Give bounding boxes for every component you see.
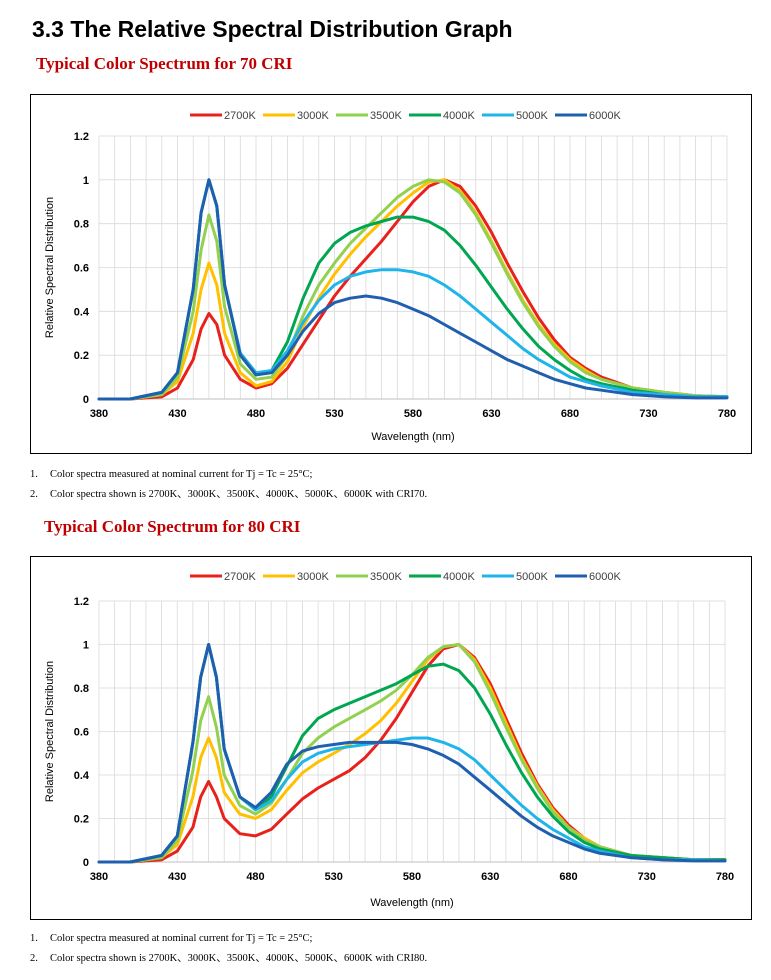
y-tick-label: 0 bbox=[83, 394, 89, 406]
x-tick-label: 580 bbox=[403, 871, 421, 883]
legend-label: 5000K bbox=[516, 110, 548, 122]
legend-label: 3500K bbox=[370, 110, 402, 122]
note-number: 2. bbox=[30, 489, 38, 500]
legend-label: 3500K bbox=[370, 571, 402, 583]
chart-svg: 380 430 480 530 580 630 680 730 780 0 0.2 0.4 0.6 0.8… bbox=[44, 571, 734, 909]
x-tick-label: 730 bbox=[638, 871, 656, 883]
y-tick-label: 1 bbox=[83, 640, 89, 652]
series-line-2700K bbox=[97, 178, 729, 401]
x-axis-title: Wavelength (nm) bbox=[371, 431, 454, 443]
y-tick-label: 0.2 bbox=[74, 350, 89, 362]
x-tick-label: 780 bbox=[718, 408, 736, 420]
section-title: 3.3 The Relative Spectral Distribution G… bbox=[32, 16, 513, 42]
series-line-3500K bbox=[97, 178, 729, 401]
x-tick-label: 680 bbox=[561, 408, 579, 420]
x-tick-label: 380 bbox=[90, 871, 108, 883]
legend-label: 2700K bbox=[224, 110, 256, 122]
note-80-2: 2. Color spectra shown is 2700K、3000K、350… bbox=[30, 950, 427, 965]
chart-70-subtitle: Typical Color Spectrum for 70 CRI bbox=[36, 54, 293, 73]
spectrum-chart-cri80: 380 430 480 530 580 630 680 730 780 0 0.2 0.4 0.6 0.8… bbox=[30, 556, 752, 920]
legend-label: 3000K bbox=[297, 571, 329, 583]
series-line-6000K bbox=[97, 643, 727, 864]
chart-80-subtitle: Typical Color Spectrum for 80 CRI bbox=[44, 517, 301, 536]
y-tick-label: 1 bbox=[83, 175, 89, 187]
legend-label: 5000K bbox=[516, 571, 548, 583]
y-tick-label: 0.6 bbox=[74, 263, 89, 275]
y-tick-label: 0.2 bbox=[74, 814, 89, 826]
x-tick-label: 480 bbox=[247, 408, 265, 420]
note-70-2: 2. Color spectra shown is 2700K、3000K、350… bbox=[30, 486, 427, 501]
y-tick-label: 0.8 bbox=[74, 219, 89, 231]
x-tick-label: 430 bbox=[168, 408, 186, 420]
series-line-6000K bbox=[97, 178, 729, 401]
y-tick-label: 0.6 bbox=[74, 727, 89, 739]
x-axis-title: Wavelength (nm) bbox=[370, 897, 453, 909]
note-70-1: 1. Color spectra measured at nominal curr… bbox=[30, 469, 312, 480]
legend-label: 2700K bbox=[224, 571, 256, 583]
x-tick-label: 630 bbox=[482, 408, 500, 420]
y-tick-label: 1.2 bbox=[74, 131, 89, 143]
x-tick-label: 630 bbox=[481, 871, 499, 883]
legend-label: 3000K bbox=[297, 110, 329, 122]
note-number: 1. bbox=[30, 933, 38, 944]
x-tick-label: 580 bbox=[404, 408, 422, 420]
x-tick-label: 780 bbox=[716, 871, 734, 883]
y-tick-label: 0 bbox=[83, 857, 89, 869]
grid bbox=[98, 135, 728, 400]
note-number: 1. bbox=[30, 469, 38, 480]
chart-svg: 380 430 480 530 580 630 680 730 780 0 0.2 0.4 0.6 0.8… bbox=[44, 110, 736, 443]
y-axis-title: Relative Spectral Distribution bbox=[44, 197, 56, 338]
note-text: Color spectra measured at nominal curren… bbox=[50, 469, 313, 480]
x-tick-label: 380 bbox=[90, 408, 108, 420]
y-tick-label: 0.8 bbox=[74, 683, 89, 695]
note-text: Color spectra measured at nominal curren… bbox=[50, 933, 313, 944]
x-tick-label: 530 bbox=[325, 408, 343, 420]
y-tick-label: 0.4 bbox=[74, 770, 90, 782]
x-tick-label: 680 bbox=[559, 871, 577, 883]
y-axis-title: Relative Spectral Distribution bbox=[44, 661, 56, 802]
note-80-1: 1. Color spectra measured at nominal curr… bbox=[30, 933, 312, 944]
legend: 2700K 3000K 3500K 4000K 5000K 6000K bbox=[190, 110, 621, 122]
legend-label: 6000K bbox=[589, 571, 621, 583]
legend-label: 4000K bbox=[443, 571, 475, 583]
series-line-3500K bbox=[97, 643, 727, 864]
note-number: 2. bbox=[30, 953, 38, 964]
y-tick-label: 1.2 bbox=[74, 596, 89, 608]
x-tick-label: 530 bbox=[325, 871, 343, 883]
note-text: Color spectra shown is 2700K、3000K、3500K… bbox=[50, 953, 428, 964]
note-text: Color spectra shown is 2700K、3000K、3500K… bbox=[50, 489, 428, 500]
x-tick-label: 730 bbox=[639, 408, 657, 420]
legend: 2700K 3000K 3500K 4000K 5000K 6000K bbox=[190, 571, 621, 583]
spectrum-chart-cri70: 380 430 480 530 580 630 680 730 780 0 0.2 0.4 0.6 0.8… bbox=[30, 94, 752, 454]
y-tick-label: 0.4 bbox=[74, 306, 90, 318]
legend-label: 4000K bbox=[443, 110, 475, 122]
x-tick-label: 430 bbox=[168, 871, 186, 883]
legend-label: 6000K bbox=[589, 110, 621, 122]
x-tick-label: 480 bbox=[246, 871, 264, 883]
